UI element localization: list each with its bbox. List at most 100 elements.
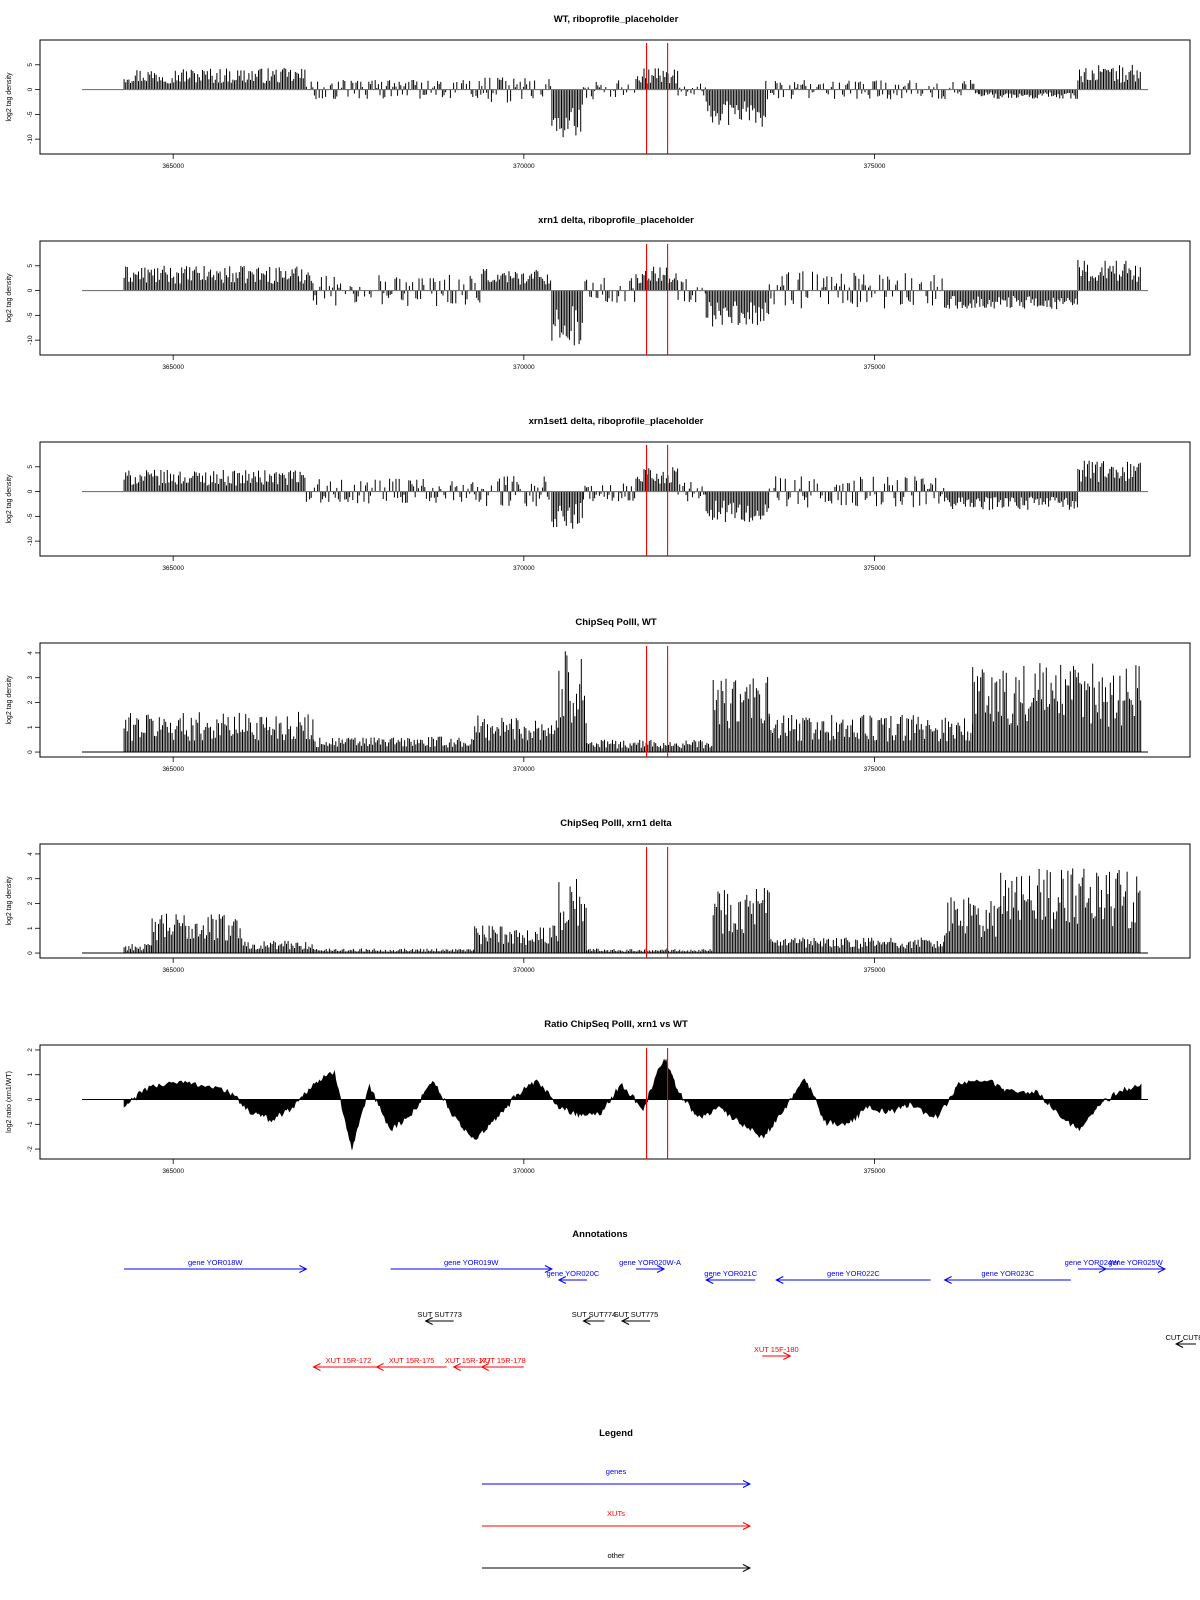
xut-annotation: XUT 15R-175 xyxy=(375,1356,447,1371)
arrowhead-icon xyxy=(620,1317,630,1325)
ratio-area xyxy=(123,1058,1142,1150)
legend-label: genes xyxy=(606,1467,627,1476)
y-tick-label: 2 xyxy=(27,1048,34,1052)
y-axis-label: log2 tag density xyxy=(6,675,13,725)
y-tick-label: -10 xyxy=(27,134,34,144)
y-tick-label: -5 xyxy=(27,513,34,519)
annotation-label: XUT 15F-180 xyxy=(754,1345,799,1354)
gene-annotation: gene YOR023C xyxy=(943,1269,1071,1284)
arrowhead-icon xyxy=(943,1276,952,1284)
other-annotation: SUT SUT775 xyxy=(614,1310,658,1325)
y-tick-label: 0 xyxy=(27,288,34,292)
arrowhead-icon xyxy=(656,1265,666,1273)
annotation-label: gene YOR025W xyxy=(1108,1258,1163,1267)
legend-item: XUTs xyxy=(482,1509,752,1530)
chart-panel-3: xrn1set1 delta, riboprofile_placeholderl… xyxy=(6,416,1191,572)
plot-frame xyxy=(39,642,1191,758)
annotation-label: gene YOR018W xyxy=(188,1258,243,1267)
x-tick-label: 375000 xyxy=(864,1168,886,1175)
plot-frame xyxy=(39,240,1191,356)
xut-annotation: XUT 15F-180 xyxy=(754,1345,799,1360)
legend-item: genes xyxy=(482,1467,752,1488)
arrowhead-icon xyxy=(1174,1340,1184,1348)
arrowhead-icon xyxy=(480,1363,489,1371)
chart-panel-4: ChipSeq PolII, WT log2 tag density 0 1 2 3 4 36… xyxy=(6,617,1191,773)
gene-annotation: gene YOR020C xyxy=(547,1269,600,1284)
xut-annotation: XUT 15R-172 xyxy=(312,1356,384,1371)
y-tick-label: 1 xyxy=(27,926,34,930)
legend-label: XUTs xyxy=(607,1509,625,1518)
arrowhead-icon xyxy=(742,1480,752,1488)
y-tick-label: -5 xyxy=(27,111,34,117)
y-tick-label: 0 xyxy=(27,1097,34,1101)
gene-annotation: gene YOR022C xyxy=(775,1269,931,1284)
y-tick-label: -10 xyxy=(27,335,34,345)
data-bars xyxy=(123,460,1141,529)
arrowhead-icon xyxy=(312,1363,321,1371)
gene-annotation: gene YOR018W xyxy=(124,1258,308,1273)
x-tick-label: 365000 xyxy=(162,1168,184,1175)
x-tick-label: 370000 xyxy=(513,1168,535,1175)
plot-frame xyxy=(39,843,1191,959)
gene-annotation: gene YOR019W xyxy=(390,1258,553,1273)
data-bars xyxy=(123,868,1141,953)
chart-title: xrn1set1 delta, riboprofile_placeholder xyxy=(529,416,704,427)
x-tick-label: 365000 xyxy=(162,163,184,170)
y-tick-label: 0 xyxy=(27,87,34,91)
x-tick-label: 370000 xyxy=(513,766,535,773)
y-axis-label: log2 tag density xyxy=(6,72,13,122)
x-tick-label: 370000 xyxy=(513,364,535,371)
arrowhead-icon xyxy=(544,1265,553,1273)
chart-title: Ratio ChipSeq PolII, xrn1 vs WT xyxy=(544,1019,688,1030)
annotation-label: SUT SUT774 xyxy=(572,1310,616,1319)
data-bars xyxy=(123,64,1141,138)
y-tick-label: 0 xyxy=(27,750,34,754)
y-tick-label: 0 xyxy=(27,951,34,955)
annotation-label: gene YOR020C xyxy=(547,1269,600,1278)
data-bars xyxy=(123,651,1142,752)
chart-title: ChipSeq PolII, xrn1 delta xyxy=(560,818,672,829)
chart-title: ChipSeq PolII, WT xyxy=(575,617,656,628)
other-annotation: SUT SUT773 xyxy=(417,1310,462,1325)
arrowhead-icon xyxy=(424,1317,433,1325)
annotation-label: XUT 15R-178 xyxy=(480,1356,526,1365)
y-tick-label: -5 xyxy=(27,312,34,318)
other-annotation: CUT CUT83 xyxy=(1165,1333,1200,1348)
annotation-label: XUT 15R-177 xyxy=(445,1356,491,1365)
legend-items: genes XUTs other xyxy=(482,1467,752,1572)
data-bars xyxy=(123,259,1141,346)
y-tick-label: 5 xyxy=(27,63,34,67)
x-tick-label: 365000 xyxy=(162,967,184,974)
y-tick-label: 2 xyxy=(27,700,34,704)
x-tick-label: 375000 xyxy=(864,766,886,773)
y-axis-label: log2 tag density xyxy=(6,273,13,323)
xut-annotation: XUT 15R-178 xyxy=(480,1356,526,1371)
plot-frame xyxy=(39,441,1191,557)
legend-label: other xyxy=(607,1551,625,1560)
annotation-label: gene YOR020W-A xyxy=(619,1258,681,1267)
legend-title: Legend xyxy=(599,1428,633,1439)
annotation-tracks: gene YOR018W gene YOR019W gene YOR020C gene… xyxy=(124,1258,1200,1371)
gene-annotation: gene YOR020W-A xyxy=(619,1258,681,1273)
x-tick-label: 370000 xyxy=(513,967,535,974)
y-tick-label: 1 xyxy=(27,725,34,729)
annotation-label: gene YOR023C xyxy=(981,1269,1034,1278)
xut-annotation: XUT 15R-177 xyxy=(445,1356,491,1371)
gene-annotation: gene YOR025W xyxy=(1105,1258,1167,1273)
y-tick-label: -10 xyxy=(27,536,34,546)
arrowhead-icon xyxy=(582,1317,591,1325)
x-tick-label: 370000 xyxy=(513,565,535,572)
y-tick-label: 1 xyxy=(27,1073,34,1077)
annotation-label: XUT 15R-172 xyxy=(326,1356,372,1365)
arrowhead-icon xyxy=(775,1276,784,1284)
y-axis-label: log2 tag density xyxy=(6,474,13,524)
annotations-section: Annotations gene YOR018W gene YOR019Wgene… xyxy=(124,1229,1200,1371)
x-tick-label: 370000 xyxy=(513,163,535,170)
arrowhead-icon xyxy=(742,1564,752,1572)
chart-panel-5: ChipSeq PolII, xrn1 delta log2 tag densit… xyxy=(6,818,1191,974)
x-tick-label: 375000 xyxy=(864,565,886,572)
x-tick-label: 365000 xyxy=(162,565,184,572)
y-tick-label: 5 xyxy=(27,264,34,268)
annotation-label: gene YOR024W xyxy=(1065,1258,1120,1267)
